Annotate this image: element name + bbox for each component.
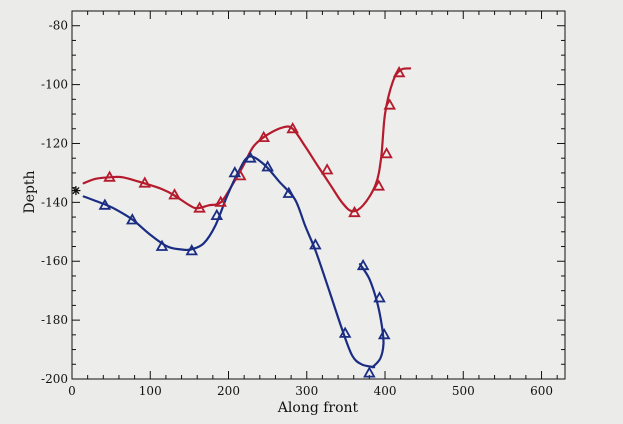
blue-triangle-marker — [261, 160, 274, 172]
plot-area — [71, 10, 566, 380]
y-tick-label: -180 — [41, 313, 68, 327]
blue-triangle-marker — [309, 238, 322, 250]
series-lines — [82, 67, 412, 369]
red-triangle-marker — [392, 65, 406, 78]
star-marker-icon — [72, 186, 80, 195]
y-tick-label: -200 — [41, 372, 68, 386]
series-markers — [98, 65, 406, 378]
y-tick-label: -100 — [41, 78, 68, 92]
red-triangle-marker — [138, 176, 152, 188]
red-triangle-marker — [348, 205, 361, 218]
blue-triangle-marker — [338, 326, 352, 338]
blue-triangle-marker — [244, 151, 257, 163]
blue-triangle-marker — [210, 208, 224, 221]
x-tick-label: 600 — [530, 384, 553, 398]
blue-triangle-marker — [125, 213, 139, 225]
red-triangle-marker — [372, 179, 386, 191]
red-triangle-marker — [168, 188, 181, 200]
y-axis-label: Depth — [22, 170, 38, 213]
blue-series-line — [82, 155, 376, 369]
y-tick-label: -140 — [41, 195, 68, 209]
blue-triangle-marker — [185, 244, 199, 256]
red-triangle-marker — [257, 130, 271, 143]
red-triangle-marker — [383, 98, 397, 110]
blue-triangle-marker — [282, 186, 296, 198]
red-triangle-marker — [214, 195, 227, 207]
blue-triangle-marker — [155, 239, 169, 251]
blue-triangle-marker — [363, 366, 376, 378]
annotations — [71, 186, 81, 196]
blue-triangle-marker — [373, 291, 386, 303]
x-tick-label: 100 — [139, 384, 162, 398]
red-triangle-marker — [193, 201, 206, 213]
blue-triangle-marker — [356, 258, 370, 271]
y-tick-label: -80 — [49, 19, 68, 33]
y-tick-label: -160 — [41, 254, 68, 268]
x-tick-label: 500 — [452, 384, 475, 398]
blue-triangle-marker — [377, 327, 391, 340]
red-triangle-marker — [286, 121, 299, 134]
red-series-line — [82, 67, 412, 213]
blue-series-line-segment — [358, 263, 385, 369]
tick-labels: 0 100 200 300 400 500 600 -200 -180 -160 -140 -120 -… — [41, 19, 553, 398]
x-axis-label: Along front — [277, 400, 359, 416]
axis-ticks — [71, 10, 565, 380]
red-triangle-marker — [103, 170, 116, 182]
x-tick-label: 0 — [68, 384, 76, 398]
x-tick-label: 400 — [374, 384, 397, 398]
x-tick-label: 300 — [295, 384, 318, 398]
blue-triangle-marker — [228, 166, 242, 178]
y-tick-label: -120 — [41, 136, 68, 150]
blue-triangle-marker — [98, 198, 112, 210]
red-triangle-marker — [380, 146, 393, 159]
x-tick-label: 200 — [217, 384, 240, 398]
red-triangle-marker — [320, 163, 334, 175]
